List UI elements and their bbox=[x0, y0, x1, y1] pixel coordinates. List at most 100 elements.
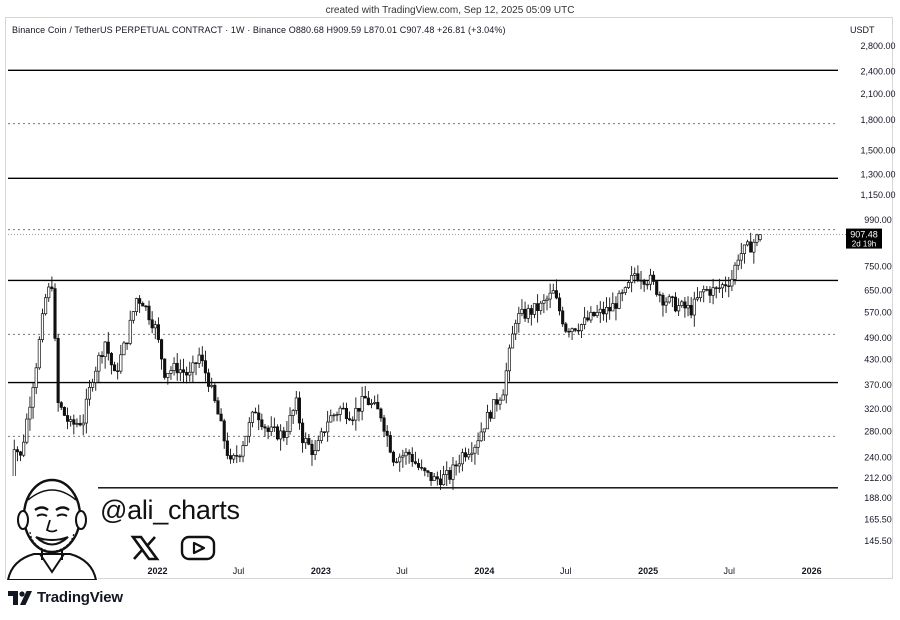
candle[interactable] bbox=[642, 278, 646, 292]
candle[interactable] bbox=[188, 361, 192, 382]
candle[interactable] bbox=[673, 292, 678, 313]
candle[interactable] bbox=[485, 404, 490, 430]
candle[interactable] bbox=[194, 361, 198, 376]
candle[interactable] bbox=[351, 416, 355, 426]
candle[interactable] bbox=[680, 299, 684, 308]
candle[interactable] bbox=[119, 344, 123, 374]
candle[interactable] bbox=[755, 233, 759, 247]
candle[interactable] bbox=[695, 287, 699, 302]
candle[interactable] bbox=[269, 416, 273, 437]
candle[interactable] bbox=[163, 358, 167, 380]
candle[interactable] bbox=[241, 440, 245, 463]
candle[interactable] bbox=[125, 342, 129, 350]
candle[interactable] bbox=[34, 362, 38, 395]
candle[interactable] bbox=[266, 425, 270, 440]
candle[interactable] bbox=[357, 407, 361, 422]
candle[interactable] bbox=[661, 292, 665, 317]
chart-frame[interactable] bbox=[5, 17, 893, 579]
candle[interactable] bbox=[232, 453, 236, 464]
candle[interactable] bbox=[730, 269, 734, 292]
candle[interactable] bbox=[172, 357, 176, 376]
candle[interactable] bbox=[379, 407, 383, 422]
candle[interactable] bbox=[322, 431, 327, 437]
candle[interactable] bbox=[15, 446, 19, 462]
candle[interactable] bbox=[40, 308, 45, 343]
candle[interactable] bbox=[332, 413, 336, 422]
candle[interactable] bbox=[369, 399, 374, 409]
candle[interactable] bbox=[263, 424, 267, 437]
candle[interactable] bbox=[388, 431, 392, 454]
candle[interactable] bbox=[341, 402, 345, 410]
candle[interactable] bbox=[78, 414, 82, 427]
candle[interactable] bbox=[473, 444, 477, 465]
candle[interactable] bbox=[435, 471, 439, 486]
candle[interactable] bbox=[407, 449, 411, 464]
candle[interactable] bbox=[410, 447, 414, 467]
candle[interactable] bbox=[291, 408, 295, 424]
candle[interactable] bbox=[626, 280, 631, 289]
candle[interactable] bbox=[106, 332, 110, 361]
candle[interactable] bbox=[648, 268, 652, 291]
candle[interactable] bbox=[482, 428, 486, 441]
candle[interactable] bbox=[536, 294, 540, 323]
candle[interactable] bbox=[749, 232, 753, 253]
candle[interactable] bbox=[69, 415, 73, 427]
candle[interactable] bbox=[667, 294, 671, 304]
candle[interactable] bbox=[677, 298, 681, 317]
candle[interactable] bbox=[18, 450, 23, 462]
candle[interactable] bbox=[254, 407, 258, 414]
candle[interactable] bbox=[463, 447, 468, 462]
candle[interactable] bbox=[611, 292, 615, 312]
candle[interactable] bbox=[44, 293, 48, 316]
candle[interactable] bbox=[257, 404, 261, 431]
candle[interactable] bbox=[426, 470, 430, 478]
candle[interactable] bbox=[564, 321, 568, 334]
candle[interactable] bbox=[166, 373, 170, 385]
candle[interactable] bbox=[720, 282, 725, 299]
candle[interactable] bbox=[297, 391, 301, 430]
candle[interactable] bbox=[758, 234, 762, 242]
candle[interactable] bbox=[216, 397, 220, 415]
candle[interactable] bbox=[445, 461, 449, 486]
candle[interactable] bbox=[442, 465, 446, 486]
candle[interactable] bbox=[727, 276, 731, 298]
candle[interactable] bbox=[702, 285, 706, 303]
candle[interactable] bbox=[100, 351, 104, 364]
candle[interactable] bbox=[645, 280, 649, 290]
candle[interactable] bbox=[589, 306, 593, 323]
candle[interactable] bbox=[639, 270, 643, 290]
candle[interactable] bbox=[97, 352, 101, 383]
candle[interactable] bbox=[664, 297, 668, 314]
candle[interactable] bbox=[401, 449, 405, 468]
candle[interactable] bbox=[529, 304, 533, 326]
candle[interactable] bbox=[354, 397, 358, 431]
candle[interactable] bbox=[520, 299, 524, 317]
candle[interactable] bbox=[282, 426, 286, 442]
candle[interactable] bbox=[592, 311, 596, 318]
candle[interactable] bbox=[153, 320, 157, 340]
candle[interactable] bbox=[429, 472, 433, 487]
candle[interactable] bbox=[614, 296, 618, 321]
candle[interactable] bbox=[517, 306, 521, 333]
candle[interactable] bbox=[128, 310, 132, 346]
candle[interactable] bbox=[275, 424, 280, 441]
candle[interactable] bbox=[395, 458, 399, 464]
candle[interactable] bbox=[551, 283, 555, 294]
candle[interactable] bbox=[31, 382, 35, 419]
candle[interactable] bbox=[467, 448, 471, 460]
candle[interactable] bbox=[138, 295, 142, 313]
candle[interactable] bbox=[288, 407, 292, 435]
candle[interactable] bbox=[658, 291, 662, 303]
candle[interactable] bbox=[366, 390, 370, 406]
candle[interactable] bbox=[532, 303, 537, 319]
candle[interactable] bbox=[344, 402, 348, 425]
candle[interactable] bbox=[141, 301, 145, 307]
candle[interactable] bbox=[84, 388, 88, 434]
candle[interactable] bbox=[207, 368, 211, 393]
candle[interactable] bbox=[53, 283, 57, 342]
candle[interactable] bbox=[360, 386, 364, 421]
candle[interactable] bbox=[583, 307, 587, 330]
symbol-ohlc-legend[interactable]: Binance Coin / TetherUS PERPETUAL CONTRA… bbox=[12, 25, 506, 35]
candle[interactable] bbox=[310, 439, 314, 466]
candle[interactable] bbox=[338, 405, 342, 422]
